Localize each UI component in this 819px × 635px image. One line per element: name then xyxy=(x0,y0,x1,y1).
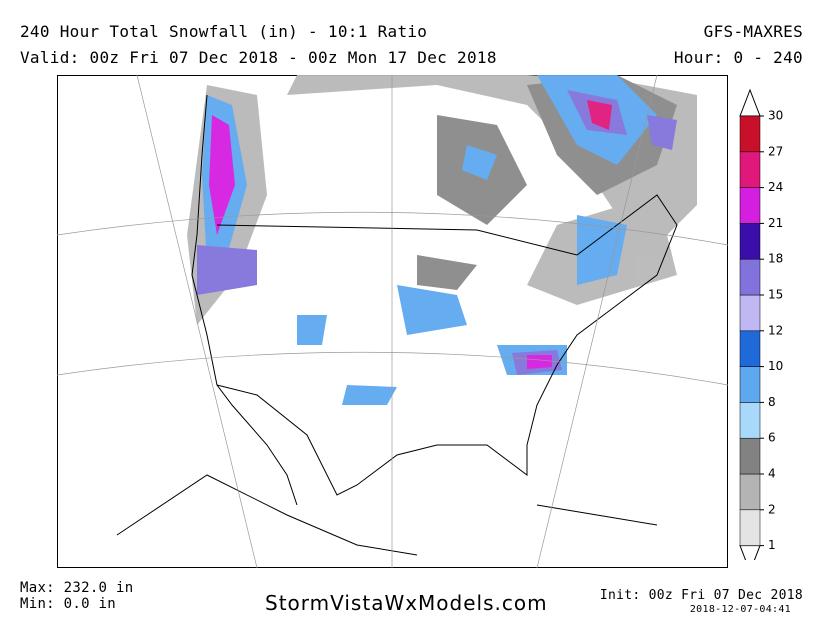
legend-arrow-top xyxy=(739,88,761,117)
legend-label: 27 xyxy=(768,144,783,158)
legend-swatch xyxy=(739,402,761,439)
legend-swatch xyxy=(739,151,761,188)
legend-swatch xyxy=(739,258,761,296)
legend-swatch xyxy=(739,330,761,367)
legend-label: 18 xyxy=(768,252,783,266)
legend-swatch xyxy=(739,223,761,260)
map-title: 240 Hour Total Snowfall (in) - 10:1 Rati… xyxy=(20,22,428,41)
site-name: StormVistaWxModels.com xyxy=(265,591,548,615)
init-time: Init: 00z Fri 07 Dec 2018 xyxy=(599,588,803,603)
min-value: Min: 0.0 in xyxy=(20,596,117,612)
legend-label: 30 xyxy=(768,109,783,123)
legend-swatch xyxy=(739,115,761,153)
legend-label: 24 xyxy=(768,180,783,194)
legend-label: 4 xyxy=(768,467,776,481)
legend-swatch xyxy=(739,473,761,511)
max-value: Max: 232.0 in xyxy=(20,580,134,596)
legend-swatch xyxy=(739,437,761,475)
legend-label: 8 xyxy=(768,395,776,409)
legend-swatch xyxy=(739,294,761,332)
legend-label: 1 xyxy=(768,538,776,552)
legend-label: 6 xyxy=(768,431,776,445)
legend-swatch xyxy=(739,187,761,224)
map xyxy=(57,75,728,568)
legend-label: 12 xyxy=(768,323,783,337)
forecast-hours: Hour: 0 - 240 xyxy=(673,48,803,67)
timestamp: 2018-12-07-04:41 xyxy=(689,604,791,615)
valid-period: Valid: 00z Fri 07 Dec 2018 - 00z Mon 17 … xyxy=(20,48,497,67)
legend-label: 15 xyxy=(768,288,783,302)
legend-arrow-bottom xyxy=(739,545,761,560)
legend-swatch xyxy=(739,509,761,546)
model-name: GFS-MAXRES xyxy=(703,22,803,41)
legend-swatch xyxy=(739,366,761,403)
legend-label: 2 xyxy=(768,502,776,516)
legend-label: 21 xyxy=(768,216,783,230)
legend-label: 10 xyxy=(768,359,783,373)
